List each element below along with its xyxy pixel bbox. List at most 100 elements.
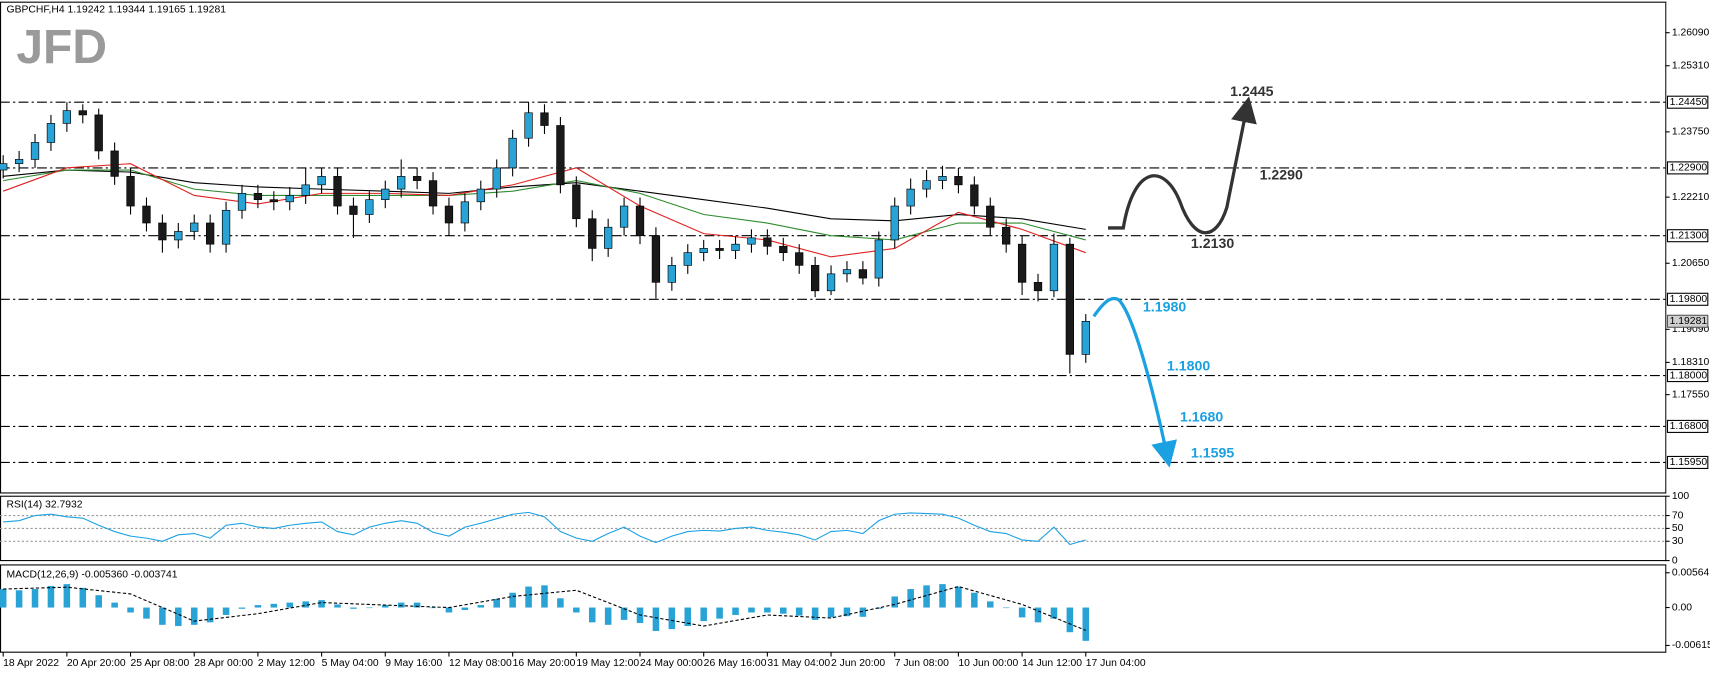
candle-body [412,176,422,181]
macd-bar [493,598,500,608]
candle-body [460,201,470,224]
x-tick-label: 24 May 00:00 [640,658,703,669]
level-label-box [1666,229,1709,243]
macd-bar [95,595,102,608]
macd-bar [668,607,676,630]
candle-body [874,239,883,279]
level-label-box [1666,455,1709,469]
macd-bar [684,607,692,627]
candle-body [986,205,995,228]
level-note: 1.2445 [1230,84,1273,100]
y-tick-label: 1.19090 [1672,324,1710,335]
candle-body [588,218,597,249]
y-tick-label: -0.00615 [1672,640,1710,651]
candle-body [126,176,135,207]
last-price-box [1666,314,1709,328]
macd-bar [541,585,548,608]
level-label: 1.15950 [1670,457,1708,468]
rsi-line [3,511,1086,546]
candle-body [747,237,756,245]
macd-bar [1018,607,1026,618]
macd-bar [127,607,134,613]
macd-bar [652,607,660,631]
macd-bar [780,607,787,614]
candle-body [890,205,899,241]
macd-bar [716,607,723,619]
level-label-box [1666,161,1709,175]
candle-body [779,245,788,253]
x-tick-label: 9 May 16:00 [385,658,442,669]
candle-body [906,188,915,207]
chart-title: GBPCHF,H4 1.19242 1.19344 1.19165 1.1928… [7,5,227,16]
x-tick-label: 2 May 12:00 [258,658,315,669]
candle-body [540,112,549,126]
candle-body [619,205,629,228]
logo: JFD [16,21,107,74]
x-tick-label: 12 May 08:00 [449,658,512,669]
candle-body [397,176,406,190]
macd-bar [1066,607,1074,633]
x-tick-label: 18 Apr 2022 [3,658,59,669]
panel-border [0,1,1667,494]
macd-bar [0,589,7,608]
macd-bar [254,605,262,608]
candle-body [0,163,8,171]
candle-body [1065,243,1075,355]
candle-body [604,226,613,249]
candle-body [524,112,533,139]
macd-bar [859,607,867,617]
macd-bar [604,607,612,625]
candle-body [667,265,676,283]
y-tick-label: 30 [1672,536,1684,547]
candle-body [922,180,931,190]
candle-body [763,237,772,247]
macd-bar [382,605,389,608]
candle-body [476,188,485,203]
x-tick-label: 28 Apr 00:00 [194,658,253,669]
level-note: 1.2290 [1260,167,1303,183]
macd-bar [955,586,962,608]
macd-bar [350,607,357,609]
candle-body [62,110,72,124]
y-tick-label: 1.20650 [1672,258,1710,269]
candle-body [731,243,740,251]
y-tick-label: 1.18310 [1672,357,1710,368]
candle-body [381,188,390,201]
macd-bar [588,607,596,623]
candle-body [1017,243,1027,283]
rsi-title: RSI(14) 32.7932 [7,500,83,511]
axis-strip [1666,496,1710,561]
level-note: 1.1800 [1167,359,1210,375]
macd-bar [159,607,166,625]
candle-body [970,184,979,207]
macd-bar [206,607,214,623]
last-price-label: 1.19281 [1670,316,1708,327]
candle-body [285,195,294,203]
level-note: 1.2130 [1191,236,1234,252]
macd-bar [1082,607,1090,641]
macd-bar [700,607,707,622]
candle-body [349,205,358,215]
level-note: 1.1980 [1143,300,1186,316]
bull-scenario-arrow [1108,96,1257,235]
x-tick-label: 20 Apr 20:00 [67,658,126,669]
candle-body [572,184,581,220]
macd-bar [573,607,580,613]
macd-bar [413,602,421,608]
level-note: 1.1680 [1180,409,1223,425]
level-label-box [1666,419,1709,433]
level-label: 1.19800 [1670,294,1708,305]
level-label-box [1666,95,1709,109]
candle-body [444,205,454,224]
x-tick-label: 25 Apr 08:00 [131,658,190,669]
x-tick-label: 26 May 16:00 [704,658,767,669]
candle-body [428,180,438,207]
candle-body [795,252,804,266]
level-label: 1.24450 [1670,97,1708,108]
candle-body [110,150,119,177]
candle-body [94,114,103,152]
candle-body [333,176,342,207]
x-tick-label: 16 May 20:00 [513,658,576,669]
